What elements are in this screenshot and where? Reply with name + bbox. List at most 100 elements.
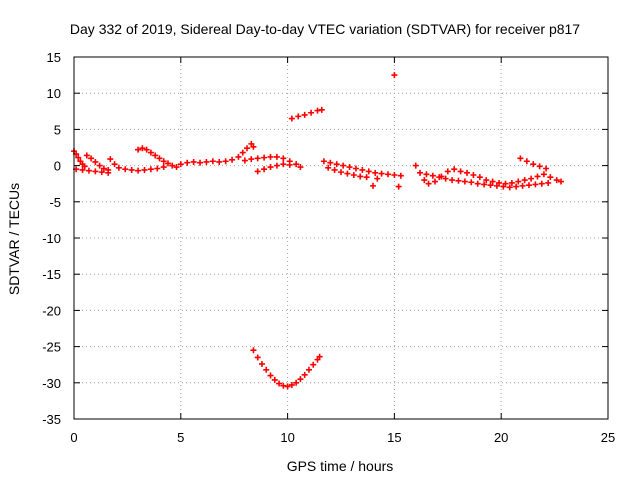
y-tick-label: -35 (42, 412, 61, 427)
data-point (468, 179, 475, 186)
data-point (143, 146, 150, 153)
data-point (461, 178, 468, 185)
data-point (423, 171, 430, 178)
data-point (532, 181, 539, 188)
y-tick-label: -10 (42, 231, 61, 246)
data-point (350, 172, 357, 179)
data-point (528, 175, 535, 182)
data-point (79, 166, 86, 173)
y-tick-label: 5 (54, 122, 61, 137)
grid-lines (74, 57, 608, 419)
data-point (261, 166, 268, 173)
data-point (372, 169, 379, 176)
data-point (216, 158, 223, 165)
data-point (284, 383, 291, 390)
data-point (500, 183, 507, 190)
data-point (156, 155, 163, 162)
x-tick-label: 0 (70, 430, 77, 445)
data-point (239, 149, 246, 156)
data-point (340, 162, 347, 169)
data-point (105, 169, 112, 176)
data-point (92, 158, 99, 165)
data-point (135, 167, 142, 174)
data-point (481, 181, 488, 188)
data-point (250, 143, 257, 150)
data-point (525, 182, 532, 189)
data-point (295, 113, 302, 120)
x-axis-ticks: 0 5 10 15 20 25 (70, 57, 615, 445)
data-point (310, 361, 317, 368)
data-point (470, 172, 477, 179)
data-point (152, 152, 159, 159)
data-point (530, 161, 537, 168)
data-point (75, 154, 82, 161)
data-point (384, 171, 391, 178)
data-point (417, 169, 424, 176)
y-tick-label: -15 (42, 267, 61, 282)
data-point (431, 178, 438, 185)
data-point (267, 372, 274, 379)
data-point (258, 360, 265, 367)
data-point (331, 166, 338, 173)
data-point (222, 158, 229, 165)
data-point (197, 159, 204, 166)
data-point (363, 174, 370, 181)
data-point (515, 178, 522, 185)
data-point (297, 376, 304, 383)
data-point (483, 177, 490, 184)
data-point (352, 165, 359, 172)
data-point (451, 166, 458, 173)
data-point (318, 106, 325, 113)
data-point (81, 163, 88, 170)
data-point (365, 168, 372, 175)
data-point (395, 183, 402, 190)
data-point (147, 149, 154, 156)
data-point (449, 177, 456, 184)
data-point (436, 174, 443, 181)
data-point (429, 172, 436, 179)
x-tick-label: 10 (280, 430, 294, 445)
data-point (135, 146, 142, 153)
data-point (111, 161, 118, 168)
data-point (254, 354, 261, 361)
data-point (160, 164, 167, 171)
data-point (107, 156, 114, 163)
x-tick-label: 20 (494, 430, 508, 445)
data-point (333, 161, 340, 168)
data-point (273, 153, 280, 160)
data-point (139, 145, 146, 152)
data-point (184, 159, 191, 166)
data-point (254, 168, 261, 175)
data-point (545, 179, 552, 186)
data-point (464, 169, 471, 176)
data-point (513, 183, 520, 190)
data-point (397, 172, 404, 179)
y-tick-label: 15 (47, 50, 61, 65)
data-point (147, 166, 154, 173)
data-point (558, 178, 565, 185)
data-point (493, 182, 500, 189)
data-point (508, 179, 515, 186)
data-point (487, 182, 494, 189)
data-point (517, 155, 524, 162)
y-tick-label: -20 (42, 303, 61, 318)
data-point (267, 164, 274, 171)
data-point (88, 155, 95, 162)
data-point (96, 162, 103, 169)
data-point (288, 381, 295, 388)
y-tick-label: 10 (47, 86, 61, 101)
data-point (301, 111, 308, 118)
data-point (241, 157, 248, 164)
data-point (457, 168, 464, 175)
data-point (128, 166, 135, 173)
y-tick-label: -5 (49, 195, 61, 210)
x-tick-label: 15 (387, 430, 401, 445)
data-point (391, 172, 398, 179)
data-point (338, 169, 344, 176)
data-point (344, 170, 351, 177)
data-point (474, 180, 481, 187)
data-point (98, 169, 105, 176)
data-point (538, 180, 545, 187)
data-point (280, 155, 287, 162)
